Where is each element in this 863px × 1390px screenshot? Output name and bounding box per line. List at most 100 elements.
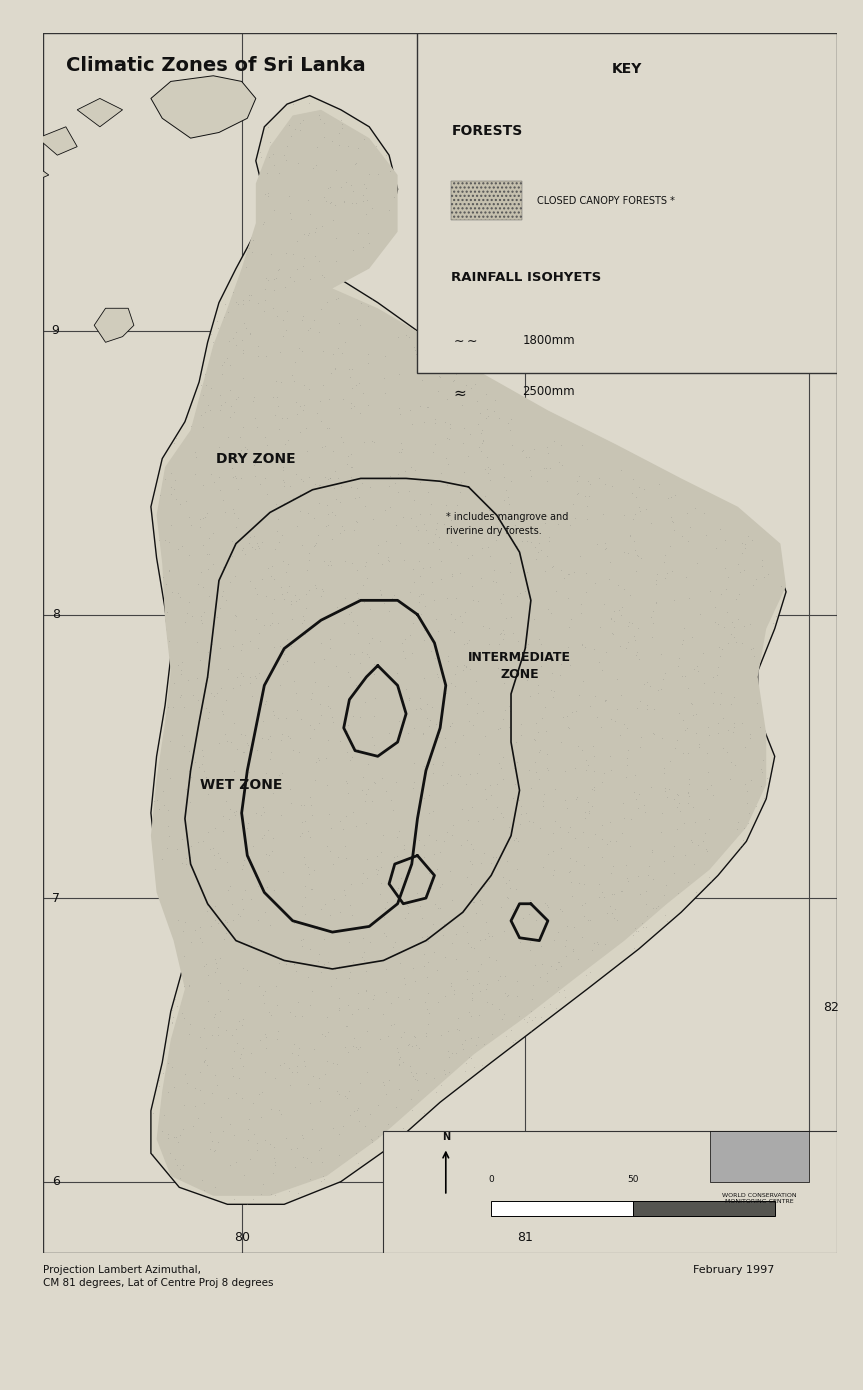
Point [321,553,335,575]
Point [271,612,285,634]
Point [236,666,250,688]
Point [512,790,526,812]
Point [356,780,369,802]
Point [433,876,447,898]
Point [351,486,365,509]
Point [696,830,710,852]
Point [324,361,337,384]
Point [491,969,505,991]
Point [285,1041,299,1063]
Point [268,1151,282,1173]
Point [545,687,559,709]
Point [368,771,381,794]
Point [523,459,537,481]
Point [263,1133,277,1155]
Point [396,1051,410,1073]
Point [505,913,519,935]
Point [628,503,642,525]
Point [331,997,345,1019]
Point [418,1102,432,1125]
Point [444,824,458,847]
Point [357,128,371,150]
Point [279,638,293,660]
Point [547,929,561,951]
Point [259,689,273,712]
Point [318,1024,331,1047]
Point [294,810,308,833]
Point [463,657,477,680]
Point [466,974,480,997]
Point [628,916,642,938]
Point [471,692,485,714]
Point [312,944,326,966]
Point [438,1059,451,1081]
Point [324,905,337,927]
Point [271,259,285,281]
Point [356,431,370,453]
Point [532,741,546,763]
Point [330,967,343,990]
Point [551,976,564,998]
Point [361,778,375,801]
Point [464,1047,478,1069]
Point [254,146,268,168]
Point [690,702,703,724]
Point [175,1002,189,1024]
Point [362,631,375,653]
Point [533,632,547,655]
Point [703,580,717,602]
Point [456,724,469,746]
Point [457,659,470,681]
Bar [383,1130,837,1252]
Point [296,929,310,951]
Point [405,1062,419,1084]
Point [309,217,323,239]
Point [353,706,367,728]
Point [423,556,437,578]
Point [502,493,516,516]
Point [323,803,337,826]
Point [245,240,259,263]
Point [535,954,549,976]
Point [298,1055,312,1077]
Point [299,852,312,874]
Point [461,809,475,831]
Point [463,849,477,872]
Point [264,944,278,966]
Point [270,441,284,463]
Point [249,865,262,887]
Point [405,413,419,435]
Point [387,1013,401,1036]
Point [346,705,360,727]
Point [341,1041,355,1063]
Point [268,1147,281,1169]
Point [510,535,524,557]
Point [277,492,291,514]
Point [338,1086,352,1108]
Point [281,726,295,748]
Point [329,357,343,379]
Point [212,973,226,995]
Point [331,1052,344,1074]
Point [222,329,236,352]
Point [496,745,510,767]
Point [291,152,305,174]
Point [219,1019,233,1041]
Point [196,384,210,406]
Point [398,973,412,995]
Point [608,898,621,920]
Point [287,370,301,392]
Point [245,738,259,760]
Point [509,878,523,901]
Point [616,792,630,815]
Point [365,726,379,748]
Point [360,867,374,890]
Point [506,1031,520,1054]
Point [519,446,532,468]
Point [188,463,202,485]
Point [318,466,331,488]
Point [488,847,502,869]
Point [460,1052,474,1074]
Point [660,563,674,585]
Point [155,848,169,870]
